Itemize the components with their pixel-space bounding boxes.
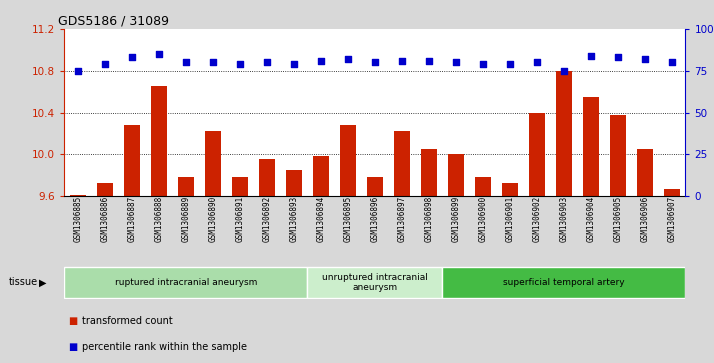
Bar <box>205 131 221 196</box>
Bar <box>555 71 572 196</box>
Bar <box>475 177 491 196</box>
Bar <box>286 170 302 196</box>
Text: GSM1306904: GSM1306904 <box>586 196 595 242</box>
Bar <box>583 97 599 196</box>
Point <box>504 61 516 67</box>
Bar <box>96 183 113 196</box>
Point <box>396 58 408 64</box>
Text: transformed count: transformed count <box>82 316 173 326</box>
Text: GSM1306886: GSM1306886 <box>100 196 109 242</box>
FancyBboxPatch shape <box>64 267 307 298</box>
Text: tissue: tissue <box>9 277 38 287</box>
Text: GSM1306891: GSM1306891 <box>236 196 244 242</box>
Text: GSM1306900: GSM1306900 <box>478 196 488 242</box>
Text: superficial temporal artery: superficial temporal artery <box>503 278 625 287</box>
Bar <box>393 131 410 196</box>
Bar <box>502 183 518 196</box>
Point <box>369 60 381 65</box>
Bar <box>232 177 248 196</box>
Bar <box>258 159 275 196</box>
Text: GSM1306898: GSM1306898 <box>424 196 433 242</box>
Text: GSM1306905: GSM1306905 <box>613 196 623 242</box>
Text: GSM1306887: GSM1306887 <box>127 196 136 242</box>
Text: ruptured intracranial aneurysm: ruptured intracranial aneurysm <box>115 278 257 287</box>
Point <box>207 60 218 65</box>
Bar <box>70 195 86 196</box>
Text: ■: ■ <box>68 342 77 352</box>
Point <box>72 68 84 74</box>
Text: GSM1306893: GSM1306893 <box>289 196 298 242</box>
Bar <box>151 86 167 196</box>
Point <box>180 60 191 65</box>
Bar <box>529 113 545 196</box>
Text: GSM1306885: GSM1306885 <box>74 196 82 242</box>
Text: GSM1306892: GSM1306892 <box>262 196 271 242</box>
Text: GSM1306901: GSM1306901 <box>506 196 514 242</box>
Point <box>126 54 138 60</box>
Text: ■: ■ <box>68 316 77 326</box>
FancyBboxPatch shape <box>307 267 443 298</box>
Text: GSM1306888: GSM1306888 <box>154 196 164 242</box>
Point <box>612 54 623 60</box>
Bar <box>664 189 680 196</box>
Point <box>477 61 488 67</box>
Text: GSM1306899: GSM1306899 <box>451 196 461 242</box>
Text: GSM1306890: GSM1306890 <box>208 196 217 242</box>
Text: percentile rank within the sample: percentile rank within the sample <box>82 342 247 352</box>
Point <box>261 60 273 65</box>
Text: GSM1306902: GSM1306902 <box>533 196 541 242</box>
Point <box>99 61 111 67</box>
Point <box>558 68 570 74</box>
Bar <box>610 115 626 196</box>
Text: GSM1306897: GSM1306897 <box>398 196 406 242</box>
Text: ▶: ▶ <box>39 277 47 287</box>
Bar <box>313 156 329 196</box>
Point <box>531 60 543 65</box>
Point <box>315 58 326 64</box>
Bar <box>124 125 140 196</box>
Text: GSM1306896: GSM1306896 <box>371 196 379 242</box>
Text: GSM1306889: GSM1306889 <box>181 196 191 242</box>
Point <box>423 58 435 64</box>
Point <box>234 61 246 67</box>
FancyBboxPatch shape <box>443 267 685 298</box>
Point <box>450 60 461 65</box>
Text: GSM1306895: GSM1306895 <box>343 196 352 242</box>
Text: GSM1306903: GSM1306903 <box>559 196 568 242</box>
Bar <box>367 177 383 196</box>
Text: GSM1306894: GSM1306894 <box>316 196 326 242</box>
Point <box>342 56 353 62</box>
Bar <box>178 177 194 196</box>
Point <box>288 61 300 67</box>
Text: GDS5186 / 31089: GDS5186 / 31089 <box>58 15 169 28</box>
Point <box>639 56 650 62</box>
Bar <box>340 125 356 196</box>
Bar <box>448 154 464 196</box>
Point <box>666 60 678 65</box>
Text: unruptured intracranial
aneurysm: unruptured intracranial aneurysm <box>322 273 428 292</box>
Bar <box>421 149 437 196</box>
Point <box>153 51 164 57</box>
Point <box>585 53 597 59</box>
Bar <box>637 149 653 196</box>
Text: GSM1306907: GSM1306907 <box>668 196 676 242</box>
Text: GSM1306906: GSM1306906 <box>640 196 650 242</box>
